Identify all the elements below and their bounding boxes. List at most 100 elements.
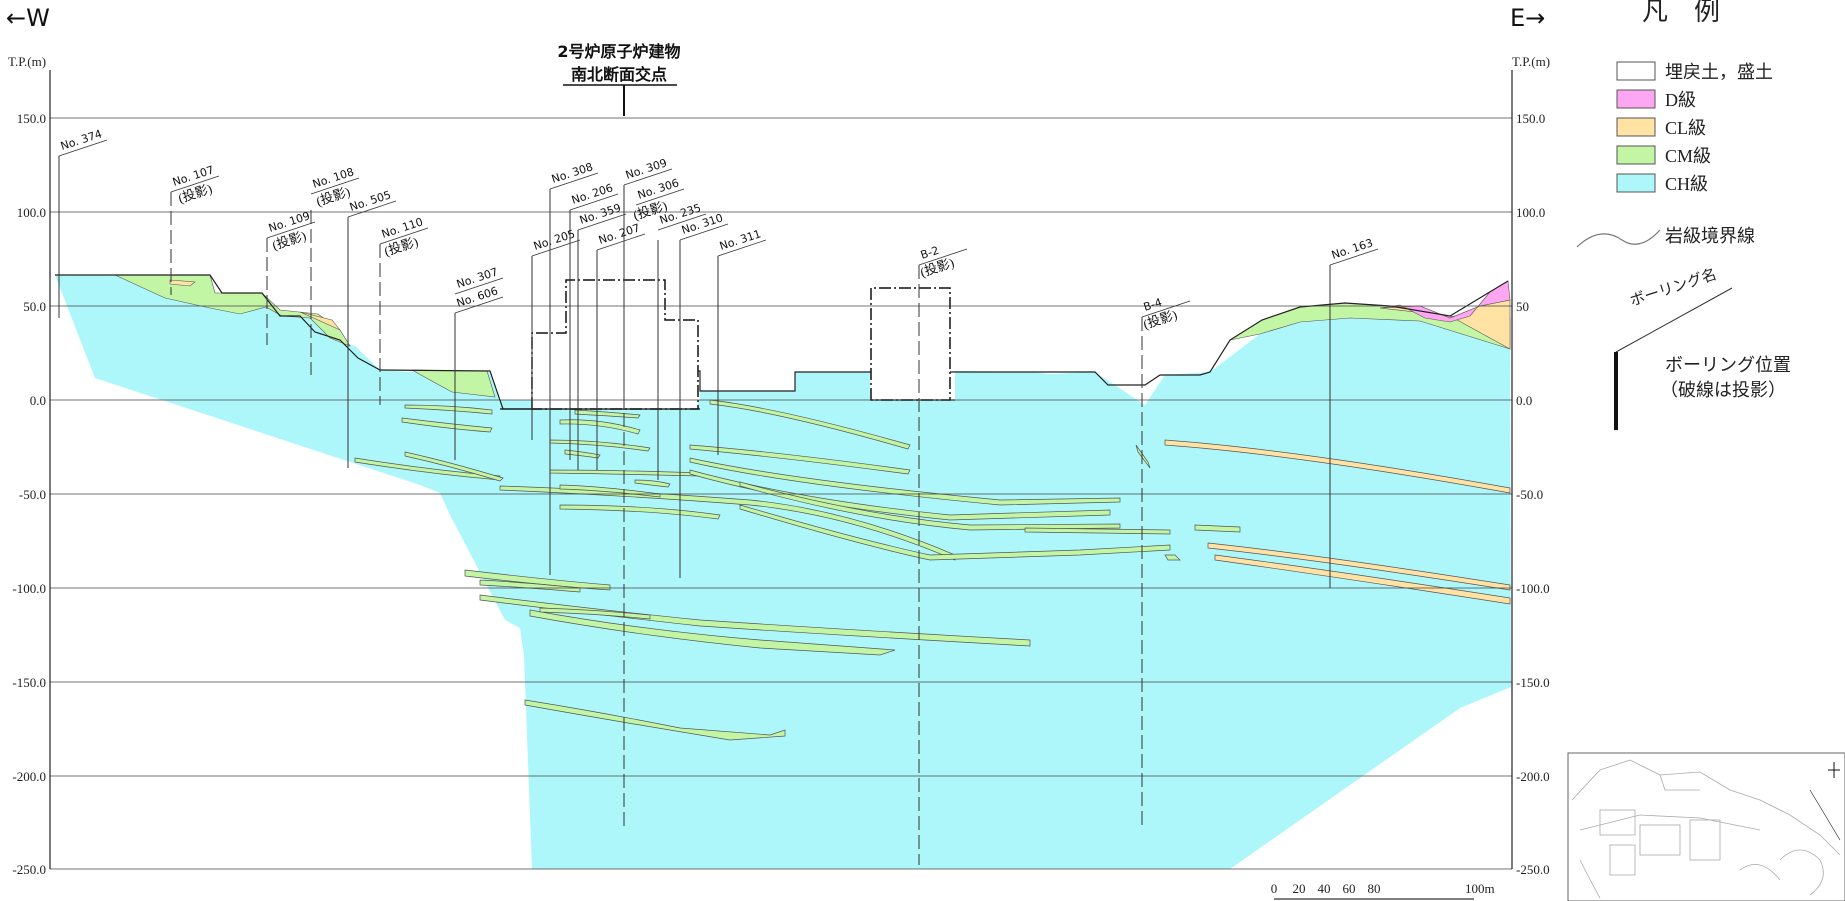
seam: [689, 444, 911, 475]
cl-grade-west-thin2: [299, 311, 341, 331]
key-map-line: [1809, 789, 1841, 841]
key-map-drawing: [1571, 759, 1841, 899]
scale-bar: 0 20 40 60 80 100m: [1271, 881, 1495, 900]
key-map-contour: [1779, 849, 1824, 896]
cl-grade-west-thin: [169, 279, 196, 287]
label-leader: [623, 168, 673, 186]
borehole-label: No. 110: [380, 215, 425, 241]
label-leader: [596, 233, 646, 251]
legend-label-fill: 埋戻土，盛土: [1665, 62, 1773, 82]
tick-label: 150.0: [1516, 111, 1545, 126]
right-axis-unit: T.P.(m): [1512, 54, 1550, 69]
label-leader: [347, 200, 397, 218]
legend-swatch-cl: [1616, 117, 1656, 137]
key-map-coast: [1571, 759, 1841, 856]
west-direction-label: ←W: [6, 4, 50, 32]
borehole-label: No. 374: [59, 127, 104, 153]
seam: [529, 609, 896, 656]
key-map-contour: [1739, 863, 1781, 881]
label-leader: [454, 277, 504, 295]
scale-label: 40: [1318, 881, 1331, 896]
tick-label: -250.0: [12, 862, 46, 877]
seam: [464, 569, 611, 591]
tick-label: 0.0: [30, 393, 46, 408]
scale-label: 20: [1293, 881, 1306, 896]
tick-label: 100.0: [17, 205, 46, 220]
tick-label: -250.0: [1516, 862, 1550, 877]
gridlines: [50, 117, 1512, 870]
building-b2-outline: [870, 287, 951, 401]
label-leader: [1141, 300, 1191, 318]
key-map-road: [1579, 814, 1761, 831]
tick-label: -200.0: [12, 769, 46, 784]
key-map-pier: [1659, 774, 1700, 791]
tick-label: -100.0: [1516, 581, 1550, 596]
label-leader: [266, 221, 316, 239]
east-direction-label: E→: [1510, 4, 1545, 32]
seam: [401, 417, 493, 433]
legend-title: 凡 例: [1642, 0, 1720, 26]
tick-label: -200.0: [1516, 769, 1550, 784]
reactor-building-outline: [531, 279, 699, 410]
seam: [479, 579, 581, 593]
right-tick-labels: 150.0 100.0 50 0.0 -50.0 -100.0 -150.0 -…: [1516, 111, 1550, 877]
label-leader: [679, 223, 729, 241]
borehole-label: No. 109: [267, 209, 312, 235]
scale-label: 0: [1271, 881, 1278, 896]
left-tick-labels: 150.0 100.0 50.0 0.0 -50.0 -100.0 -150.0…: [12, 111, 46, 877]
tick-label: -50.0: [1516, 487, 1543, 502]
seam: [539, 607, 651, 620]
seam: [1207, 542, 1511, 591]
key-map-block: [1639, 824, 1681, 856]
label-leader: [379, 227, 429, 245]
seam: [524, 699, 786, 741]
legend-swatch-d: [1616, 89, 1656, 109]
borehole-names: No. 374 No. 107 No. 108 No. 109 No. 505 …: [59, 127, 1375, 314]
building-subtitle: 南北断面交点: [571, 65, 667, 84]
label-leader: [549, 172, 599, 190]
label-leader: [1329, 248, 1379, 266]
seam: [1214, 554, 1511, 605]
legend-label-ch: CH級: [1665, 174, 1708, 194]
strata: [55, 274, 1511, 869]
label-leader: [657, 213, 707, 231]
borehole-lines: [58, 156, 1331, 588]
seam: [559, 419, 641, 435]
tick-label: 150.0: [17, 111, 46, 126]
seam: [404, 404, 493, 415]
seam: [479, 594, 1031, 647]
tick-label: 50.0: [23, 299, 46, 314]
legend-boundary-line: [1576, 229, 1661, 248]
borehole-label: No. 108: [311, 165, 356, 191]
borehole-label: No. 206: [570, 181, 615, 207]
cm-grade-seams: [354, 399, 1241, 741]
borehole-label: No. 163: [1330, 236, 1375, 262]
tick-label: -50.0: [19, 487, 46, 502]
borehole-projection-lines: [170, 185, 1143, 865]
label-leader: [569, 193, 619, 211]
seam: [739, 481, 1121, 531]
tick-label: 50: [1516, 299, 1529, 314]
ground-surface: [55, 274, 1509, 410]
scale-label: 100m: [1465, 881, 1495, 896]
tick-label: 0.0: [1516, 393, 1532, 408]
left-axis-unit: T.P.(m): [8, 54, 46, 69]
label-leader: [170, 175, 220, 193]
key-map: [1567, 752, 1845, 901]
seam: [1164, 439, 1511, 494]
label-leader: [454, 296, 504, 314]
seam: [549, 439, 651, 452]
key-map-north-arrow: [1828, 762, 1840, 778]
label-leader: [918, 248, 968, 266]
label-leader: [531, 239, 581, 257]
seam: [739, 504, 1171, 561]
legend-swatch-ch: [1616, 173, 1656, 193]
legend: 凡 例 埋戻土，盛土 D級 CL級 CM級 CH級 岩級境界線 ボーリング名 ボ…: [1576, 0, 1791, 430]
key-map-block: [1609, 844, 1636, 876]
seam: [1164, 554, 1181, 561]
cl-grade-seams: [1164, 439, 1511, 605]
legend-label-cm: CM級: [1665, 146, 1711, 166]
structures: [531, 279, 951, 410]
seam: [559, 504, 721, 520]
